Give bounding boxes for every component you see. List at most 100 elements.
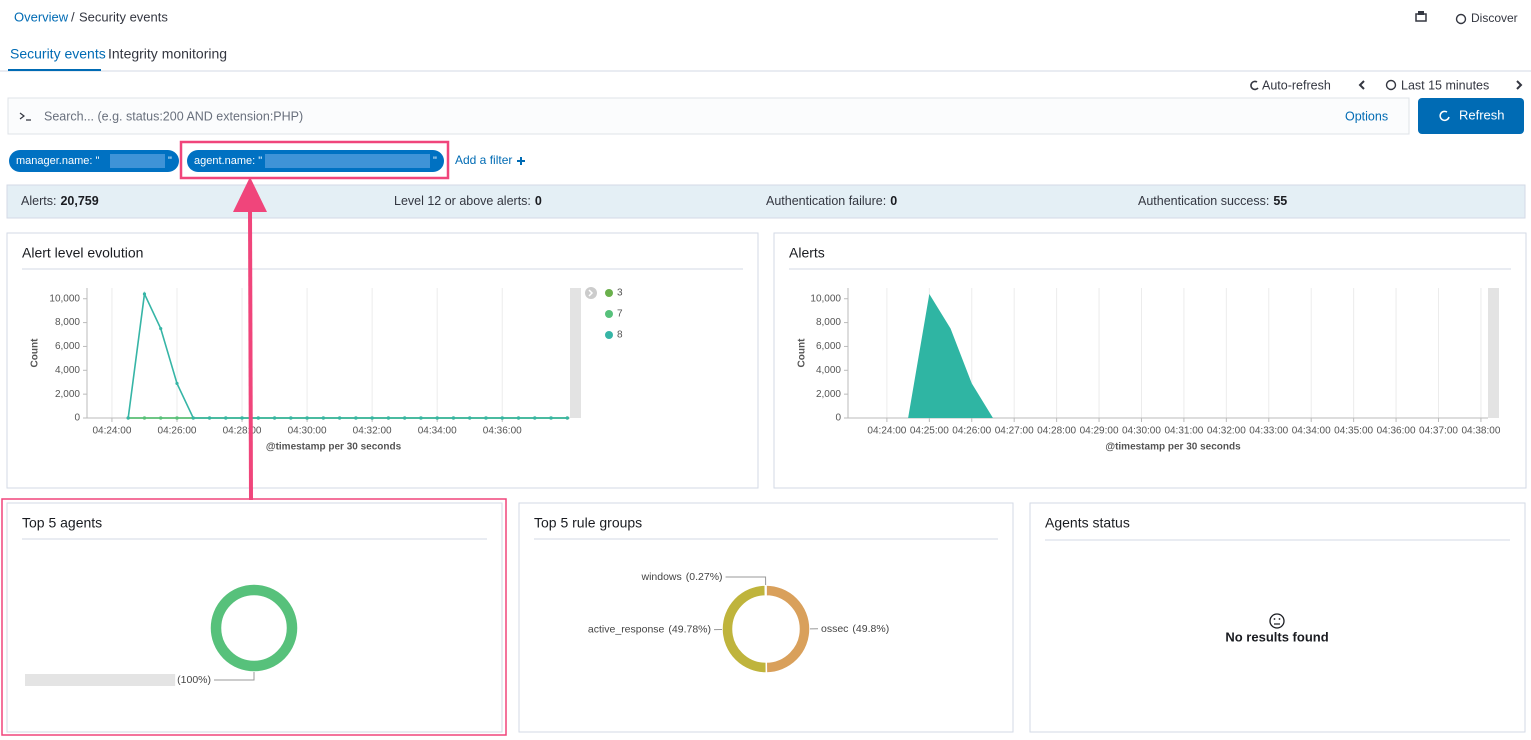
stat: Level 12 or above alerts: 0 xyxy=(394,194,542,208)
stat-label: Authentication failure: xyxy=(766,194,886,208)
legend-label: 8 xyxy=(617,330,623,341)
annotation-arrow xyxy=(248,207,253,501)
print-icon[interactable] xyxy=(1415,11,1427,22)
point xyxy=(533,416,537,420)
point xyxy=(159,416,163,420)
y-tick-label: 2,000 xyxy=(816,389,841,400)
slice xyxy=(764,584,767,597)
x-tick-label: 04:32:00 xyxy=(353,426,392,437)
slice-category: windows xyxy=(641,571,682,583)
slice-label: ossec (49.8%) xyxy=(821,623,889,635)
legend-label: 3 xyxy=(617,288,623,299)
point xyxy=(549,416,553,420)
stat-label: Level 12 or above alerts: xyxy=(394,194,531,208)
point xyxy=(500,416,504,420)
slice-value: (100%) xyxy=(177,674,211,686)
x-tick-label: 04:24:00 xyxy=(867,426,906,437)
panel-title: Agents status xyxy=(1045,515,1130,531)
prev-button[interactable] xyxy=(1358,80,1365,90)
x-axis-label: @timestamp per 30 seconds xyxy=(1105,442,1241,453)
point xyxy=(175,416,179,420)
y-tick-label: 6,000 xyxy=(816,341,841,352)
discover-button[interactable]: Discover xyxy=(1471,11,1518,25)
x-tick-label: 04:30:00 xyxy=(288,426,327,437)
slice-label: windows (0.27%) xyxy=(641,571,723,583)
refresh-button[interactable] xyxy=(1418,98,1524,134)
slice-category: active_response xyxy=(588,623,665,635)
breadcrumb-separator: / xyxy=(71,9,75,24)
auto-refresh[interactable]: Auto-refresh xyxy=(1262,78,1331,92)
panel xyxy=(773,232,1527,489)
search-box[interactable] xyxy=(7,97,1410,135)
point xyxy=(240,416,244,420)
options-button[interactable]: Options xyxy=(1345,109,1388,123)
leader-line xyxy=(725,576,767,586)
point xyxy=(305,416,309,420)
x-tick-label: 04:29:00 xyxy=(1080,426,1119,437)
search-placeholder: Search... (e.g. status:200 AND extension… xyxy=(44,109,303,123)
point xyxy=(451,416,456,420)
annotation-arrowhead xyxy=(233,177,267,212)
point xyxy=(256,416,260,420)
plot-band xyxy=(570,288,581,418)
point xyxy=(468,416,472,420)
y-tick-label: 10,000 xyxy=(49,293,80,304)
y-tick-label: 8,000 xyxy=(55,317,80,328)
stat-value: 20,759 xyxy=(60,194,98,208)
slice-label: active_response (49.78%) xyxy=(588,623,711,635)
area xyxy=(908,293,1481,418)
y-tick-label: 4,000 xyxy=(816,365,841,376)
y-tick-label: 4,000 xyxy=(55,365,80,376)
stat-value: 0 xyxy=(890,194,897,208)
point xyxy=(403,416,407,420)
point xyxy=(142,292,147,296)
filter-key: manager.name: " xyxy=(16,155,99,167)
x-tick-label: 04:25:00 xyxy=(910,426,949,437)
x-tick-label: 04:30:00 xyxy=(1122,426,1161,437)
x-tick-label: 04:26:00 xyxy=(158,426,197,437)
stat: Alerts: 20,759 xyxy=(21,194,99,208)
filter-close: " xyxy=(433,155,437,167)
point xyxy=(272,416,277,420)
legend-label: 7 xyxy=(617,309,623,320)
filter-close: " xyxy=(168,155,172,167)
tab[interactable]: Integrity monitoring xyxy=(108,46,227,62)
refresh-icon xyxy=(1250,80,1259,91)
slice-category: ossec xyxy=(821,623,848,635)
add-filter[interactable]: Add a filter xyxy=(455,153,512,167)
add-filter-icon xyxy=(517,157,525,165)
stat-label: Authentication success: xyxy=(1138,194,1269,208)
x-tick-label: 04:34:00 xyxy=(418,426,457,437)
x-tick-label: 04:31:00 xyxy=(1164,426,1203,437)
series-line xyxy=(127,291,568,419)
breadcrumb-link[interactable]: Overview xyxy=(14,9,69,24)
legend-swatch xyxy=(605,310,613,318)
clock-icon xyxy=(1385,79,1397,91)
point xyxy=(224,416,228,420)
time-range[interactable]: Last 15 minutes xyxy=(1401,78,1489,92)
tab-active[interactable]: Security events xyxy=(10,46,106,62)
point xyxy=(159,326,163,331)
panel xyxy=(6,502,503,733)
point xyxy=(435,416,439,420)
prompt-icon xyxy=(19,112,31,121)
point xyxy=(175,381,179,386)
point xyxy=(370,416,374,420)
y-axis-label: Count xyxy=(797,338,808,368)
highlight-box xyxy=(179,140,450,180)
x-tick-label: 04:36:00 xyxy=(483,426,522,437)
legend-toggle-icon xyxy=(588,289,594,297)
y-tick-label: 0 xyxy=(835,413,841,424)
next-button[interactable] xyxy=(1516,80,1523,90)
slice-label: (100%) xyxy=(177,674,211,686)
slice-value: (0.27%) xyxy=(686,571,723,583)
point xyxy=(207,416,212,420)
point xyxy=(321,416,325,420)
x-tick-label: 04:28:00 xyxy=(1037,426,1076,437)
x-tick-label: 04:26:00 xyxy=(952,426,991,437)
refresh-label: Refresh xyxy=(1459,107,1505,122)
x-tick-label: 04:28:00 xyxy=(223,426,262,437)
